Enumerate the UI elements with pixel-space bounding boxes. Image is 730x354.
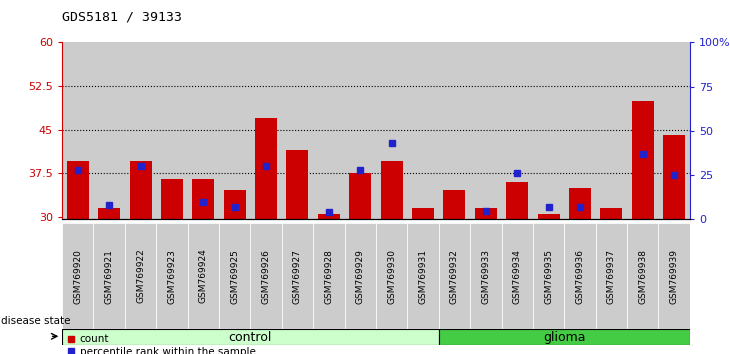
Bar xyxy=(223,190,246,219)
Bar xyxy=(156,223,188,329)
Text: GSM769925: GSM769925 xyxy=(230,249,239,304)
Bar xyxy=(627,42,658,219)
Bar xyxy=(443,190,466,219)
Bar xyxy=(564,223,596,329)
Text: GSM769932: GSM769932 xyxy=(450,249,459,304)
Bar xyxy=(93,42,125,219)
Text: GSM769922: GSM769922 xyxy=(136,249,145,303)
Bar xyxy=(407,42,439,219)
Bar xyxy=(188,42,219,219)
Bar xyxy=(376,223,407,329)
Bar xyxy=(62,42,93,219)
Bar xyxy=(502,223,533,329)
Text: GSM769928: GSM769928 xyxy=(324,249,334,304)
Bar xyxy=(596,223,627,329)
Text: GSM769939: GSM769939 xyxy=(669,249,679,304)
Bar xyxy=(600,208,623,219)
Bar xyxy=(439,329,690,345)
Bar xyxy=(439,223,470,329)
Text: control: control xyxy=(228,331,272,344)
Bar xyxy=(349,173,372,219)
Text: glioma: glioma xyxy=(543,331,585,344)
Text: GSM769937: GSM769937 xyxy=(607,249,616,304)
Text: GSM769927: GSM769927 xyxy=(293,249,302,304)
Bar xyxy=(161,179,183,219)
Bar xyxy=(188,223,219,329)
Bar xyxy=(318,214,340,219)
Bar xyxy=(596,42,627,219)
Text: GSM769935: GSM769935 xyxy=(544,249,553,304)
Bar xyxy=(125,42,156,219)
Text: GSM769921: GSM769921 xyxy=(104,249,114,304)
Legend: count, percentile rank within the sample: count, percentile rank within the sample xyxy=(67,335,256,354)
Text: GSM769924: GSM769924 xyxy=(199,249,208,303)
Bar xyxy=(282,42,313,219)
Text: GSM769929: GSM769929 xyxy=(356,249,365,304)
Bar xyxy=(250,42,282,219)
Bar xyxy=(62,329,439,345)
Bar xyxy=(129,161,152,219)
Text: GSM769926: GSM769926 xyxy=(261,249,271,304)
Bar xyxy=(658,42,690,219)
Bar xyxy=(250,223,282,329)
Text: GSM769931: GSM769931 xyxy=(418,249,428,304)
Bar xyxy=(286,150,309,219)
Bar xyxy=(66,161,89,219)
Bar xyxy=(470,223,502,329)
Bar xyxy=(219,42,250,219)
Bar xyxy=(255,118,277,219)
Bar xyxy=(533,42,564,219)
Text: GSM769930: GSM769930 xyxy=(387,249,396,304)
Bar xyxy=(156,42,188,219)
Bar xyxy=(533,223,564,329)
Bar xyxy=(663,135,685,219)
Bar xyxy=(219,223,250,329)
Bar xyxy=(537,214,560,219)
Bar xyxy=(282,223,313,329)
Bar xyxy=(313,223,345,329)
Bar xyxy=(313,42,345,219)
Text: GSM769936: GSM769936 xyxy=(575,249,585,304)
Bar xyxy=(345,223,376,329)
Bar xyxy=(631,101,654,219)
Bar xyxy=(125,223,156,329)
Bar xyxy=(62,223,93,329)
Bar xyxy=(376,42,407,219)
Bar xyxy=(564,42,596,219)
Bar xyxy=(506,182,529,219)
Bar xyxy=(345,42,376,219)
Bar xyxy=(658,223,690,329)
Text: GSM769934: GSM769934 xyxy=(512,249,522,304)
Bar xyxy=(569,188,591,219)
Bar xyxy=(98,208,120,219)
Bar xyxy=(627,223,658,329)
Text: GSM769938: GSM769938 xyxy=(638,249,648,304)
Bar xyxy=(407,223,439,329)
Bar xyxy=(502,42,533,219)
Text: GSM769923: GSM769923 xyxy=(167,249,177,304)
Bar xyxy=(380,161,403,219)
Text: disease state: disease state xyxy=(1,316,70,326)
Bar xyxy=(474,208,497,219)
Text: GDS5181 / 39133: GDS5181 / 39133 xyxy=(62,11,182,24)
Bar xyxy=(439,42,470,219)
Text: GSM769920: GSM769920 xyxy=(73,249,82,304)
Bar xyxy=(192,179,215,219)
Bar xyxy=(470,42,502,219)
Bar xyxy=(412,208,434,219)
Text: GSM769933: GSM769933 xyxy=(481,249,491,304)
Bar xyxy=(93,223,125,329)
